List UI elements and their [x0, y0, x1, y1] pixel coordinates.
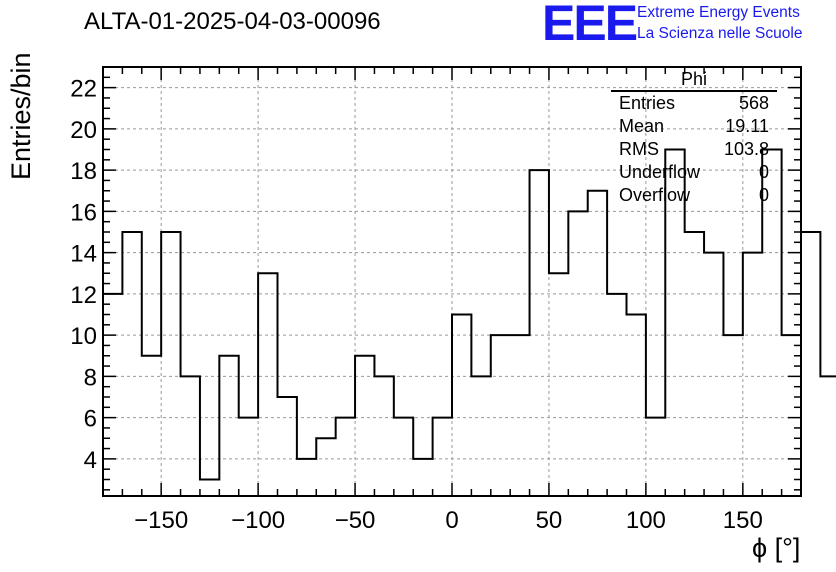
- y-tick-label: 10: [70, 323, 97, 350]
- chart-title: ALTA-01-2025-04-03-00096: [84, 8, 381, 35]
- stats-label: Overflow: [619, 185, 691, 205]
- logo-text-line-2: La Scienza nelle Scuole: [637, 25, 803, 42]
- y-tick-label: 6: [84, 406, 97, 433]
- y-tick-label: 12: [70, 282, 97, 309]
- x-axis-label: ϕ [°]: [752, 533, 801, 563]
- stats-box: Phi Entries 568 Mean 19.11 RMS 103.8 Und…: [611, 68, 777, 207]
- histogram-outline: [103, 148, 836, 481]
- y-tick-label: 14: [70, 241, 97, 268]
- stats-label: RMS: [619, 139, 659, 159]
- y-tick-label: 16: [70, 199, 97, 226]
- y-tick-label: 22: [70, 76, 97, 103]
- eee-logo: EEE: [542, 0, 638, 51]
- y-axis-label: Entries/bin: [6, 52, 36, 180]
- x-tick-label: 50: [536, 507, 563, 534]
- stats-value: 568: [738, 93, 769, 113]
- stats-row: Mean 19.11: [611, 115, 777, 138]
- stats-value: 19.11: [725, 116, 769, 136]
- stats-row: RMS 103.8: [611, 138, 777, 161]
- stats-label: Entries: [619, 93, 676, 113]
- stats-value: 0: [758, 162, 769, 182]
- x-tick-label: −50: [335, 507, 376, 534]
- y-tick-label: 20: [70, 117, 97, 144]
- x-tick-label: 100: [626, 507, 666, 534]
- axis-tick-labels: −150 −100 −50 0 50 100 150 4 6 8 10 12 14 16 18 20 22: [70, 76, 763, 534]
- y-tick-label: 8: [84, 364, 97, 391]
- stats-row: Entries 568: [611, 92, 777, 115]
- stats-value: 0: [758, 185, 769, 205]
- stats-label: Mean: [619, 116, 665, 136]
- x-tick-label: 150: [723, 507, 763, 534]
- stats-value: 103.8: [723, 139, 769, 159]
- x-tick-label: −150: [134, 507, 188, 534]
- stats-row: Underflow 0: [611, 161, 777, 184]
- x-tick-label: −100: [231, 507, 285, 534]
- y-tick-label: 4: [84, 447, 97, 474]
- logo-text-line-1: Extreme Energy Events: [637, 4, 800, 21]
- axis-ticks: [103, 67, 801, 496]
- y-tick-label: 18: [70, 158, 97, 185]
- stats-title: Phi: [611, 68, 777, 92]
- stats-label: Underflow: [619, 162, 701, 182]
- x-tick-label: 0: [445, 507, 458, 534]
- stats-row: Overflow 0: [611, 184, 777, 207]
